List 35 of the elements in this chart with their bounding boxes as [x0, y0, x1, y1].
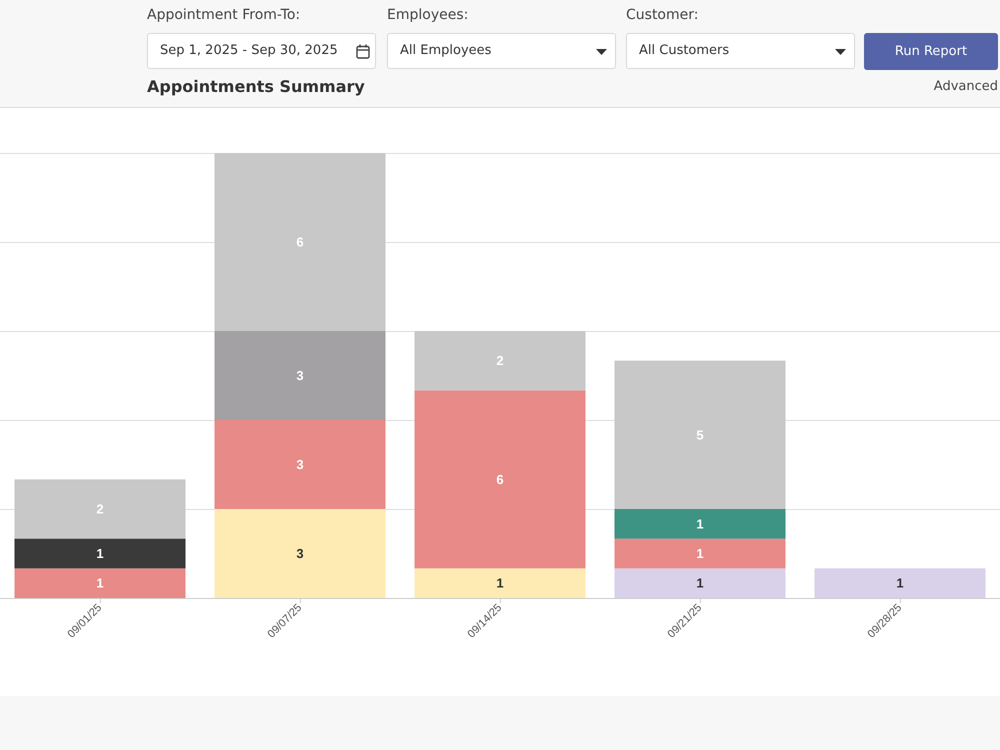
bar: [14, 479, 186, 539]
data-label: 1: [96, 546, 104, 561]
data-label: 1: [696, 576, 704, 591]
text: Appointment From-To:: [147, 7, 300, 23]
chart-title: Appointments Summary: [147, 77, 365, 96]
data-label: 1: [896, 576, 904, 591]
bar: [14, 568, 186, 598]
text: Customer:: [626, 7, 698, 23]
bar: [414, 331, 586, 390]
bar: [14, 538, 186, 568]
bar: [614, 568, 786, 598]
bar: [814, 568, 986, 598]
data-label: 1: [696, 546, 704, 561]
data-label: 1: [696, 516, 704, 532]
bar: [214, 153, 386, 331]
text: Run Report: [864, 33, 998, 70]
data-label: 1: [496, 576, 504, 591]
bar: [614, 538, 786, 568]
bar: [214, 509, 386, 598]
text: All Employees: [400, 43, 492, 58]
bar: [614, 509, 786, 539]
text: All Customers: [639, 43, 730, 58]
data-label: 1: [96, 576, 104, 591]
data-label: 6: [496, 472, 504, 487]
bar: [614, 360, 786, 509]
bar: [414, 568, 586, 598]
bar: [214, 331, 386, 420]
data-label: 3: [296, 546, 304, 561]
data-label: 3: [296, 457, 304, 472]
bar: [414, 390, 586, 568]
text: Sep 1, 2025 - Sep 30, 2025: [160, 43, 338, 58]
text: Advanced: [934, 79, 998, 94]
text: Employees:: [387, 7, 468, 23]
bar: [214, 420, 386, 509]
data-label: 3: [296, 368, 304, 383]
